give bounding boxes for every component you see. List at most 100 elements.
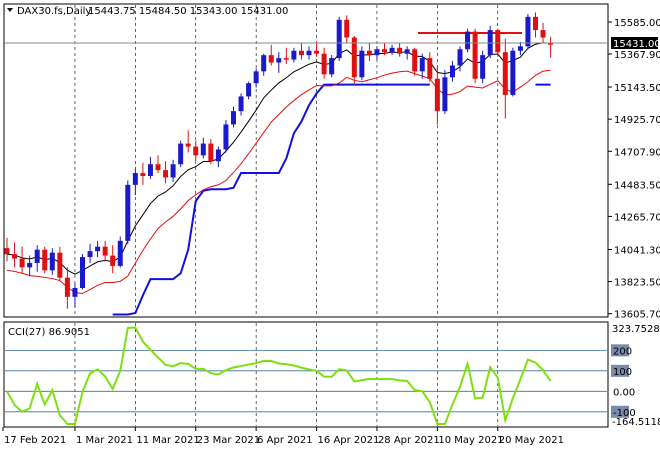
price-tick-label: 15143.50 — [614, 83, 660, 94]
candle-body — [419, 58, 425, 72]
current-price-badge: 15431.00 — [611, 37, 660, 50]
cci-panel[interactable] — [3, 321, 609, 428]
candle-body — [155, 164, 161, 171]
candle-body — [163, 170, 169, 178]
cci-level-badge — [611, 364, 629, 377]
trailing-stop-line — [112, 83, 551, 316]
candle-body — [34, 249, 40, 263]
candle-body — [117, 240, 123, 266]
date-label: 28 Apr 2021 — [378, 435, 440, 446]
date-label: 17 Feb 2021 — [4, 435, 66, 446]
moving-average-slow — [6, 69, 551, 295]
trail-segment — [112, 83, 430, 316]
candle-body — [306, 50, 312, 56]
candle-body — [397, 47, 403, 54]
candle-body — [404, 49, 410, 54]
cci-levels: 200 100 0.00 -100 — [5, 344, 636, 419]
cci-path — [6, 326, 552, 425]
candle-body — [548, 42, 554, 45]
cci-label: CCI(27) 86.9051 — [8, 327, 90, 338]
candle-body — [525, 16, 531, 47]
date-label: 11 Mar 2021 — [136, 435, 199, 446]
price-tick-label: 13823.50 — [614, 278, 660, 289]
date-label: 23 Mar 2021 — [197, 435, 260, 446]
candle-body — [268, 55, 274, 63]
candle-body — [231, 111, 236, 125]
candle-body — [472, 31, 478, 79]
candle-body — [238, 96, 244, 112]
collapse-triangle-icon[interactable] — [7, 8, 13, 12]
ma-slow-path — [6, 69, 551, 295]
candle-body — [80, 257, 85, 288]
candle-body — [298, 50, 304, 56]
cci-top-value: 323.7528 — [612, 324, 660, 335]
candle-body — [12, 254, 18, 259]
symbol-label: DAX30.fs,Daily — [17, 6, 91, 17]
cci-level-label: 100 — [613, 367, 632, 378]
candle-body — [359, 50, 365, 78]
candle-body — [132, 173, 138, 185]
vertical-gridlines — [74, 5, 499, 426]
date-label: 6 Apr 2021 — [257, 435, 312, 446]
candle-body — [57, 252, 63, 278]
candle-body — [540, 30, 546, 38]
candle-body — [4, 248, 10, 255]
candle-body — [412, 49, 418, 72]
candle-body — [64, 277, 70, 297]
price-tick-label: 14707.90 — [614, 147, 660, 158]
candle-body — [449, 65, 455, 78]
cci-line — [6, 326, 552, 425]
candle-body — [140, 173, 146, 176]
date-label: 1 Mar 2021 — [76, 435, 133, 446]
candle-body — [502, 52, 508, 95]
candle-body — [193, 146, 199, 156]
date-label: 10 May 2021 — [438, 435, 503, 446]
candle-body — [208, 143, 214, 162]
price-tick-label: 14483.50 — [614, 180, 660, 191]
candle-body — [125, 184, 131, 241]
candle-body — [246, 83, 252, 97]
candle-body — [351, 37, 357, 78]
candle-body — [95, 246, 101, 252]
date-label: 20 May 2021 — [499, 435, 564, 446]
candle-body — [170, 164, 176, 178]
candle-body — [321, 53, 327, 75]
candle-body — [253, 71, 259, 84]
price-tick-label: 13605.70 — [614, 310, 660, 321]
candle-body — [215, 149, 221, 162]
candle-body — [382, 49, 387, 53]
candle-body — [223, 124, 229, 150]
candle-body — [465, 31, 471, 50]
candle-body — [283, 58, 289, 60]
ohlc-values: 15443.75 15484.50 15343.00 15431.00 — [88, 6, 288, 17]
price-axis: 15585.00 15367.90 15143.50 14925.70 14707.90… — [608, 18, 660, 321]
candle-body — [517, 46, 523, 51]
candle-body — [200, 143, 206, 156]
candle-body — [178, 143, 184, 165]
candle-body — [510, 50, 516, 95]
price-panel[interactable] — [3, 3, 609, 318]
price-tick-label: 15367.90 — [614, 50, 660, 61]
cci-level-badge — [611, 344, 629, 357]
candle-body — [87, 251, 93, 258]
candle-body — [19, 258, 25, 268]
price-tick-label: 14265.70 — [614, 212, 660, 223]
candle-body — [457, 49, 463, 66]
price-tick-label: 14041.30 — [614, 245, 660, 256]
candle-body — [102, 246, 108, 256]
date-label: 16 Apr 2021 — [318, 435, 380, 446]
candle-body — [366, 50, 372, 56]
candle-body — [374, 49, 380, 56]
cci-level-badge — [611, 405, 629, 418]
price-tick-label: 15585.00 — [614, 18, 660, 29]
candle-body — [344, 19, 350, 38]
candle-body — [427, 58, 433, 79]
header: DAX30.fs,Daily 15443.75 15484.50 15343.0… — [7, 6, 288, 17]
price-tick-label: 14925.70 — [614, 115, 660, 126]
candle-body — [533, 16, 538, 31]
candle-body — [261, 55, 267, 72]
cci-level-label: 0.00 — [613, 387, 635, 398]
candle-body — [49, 252, 55, 271]
